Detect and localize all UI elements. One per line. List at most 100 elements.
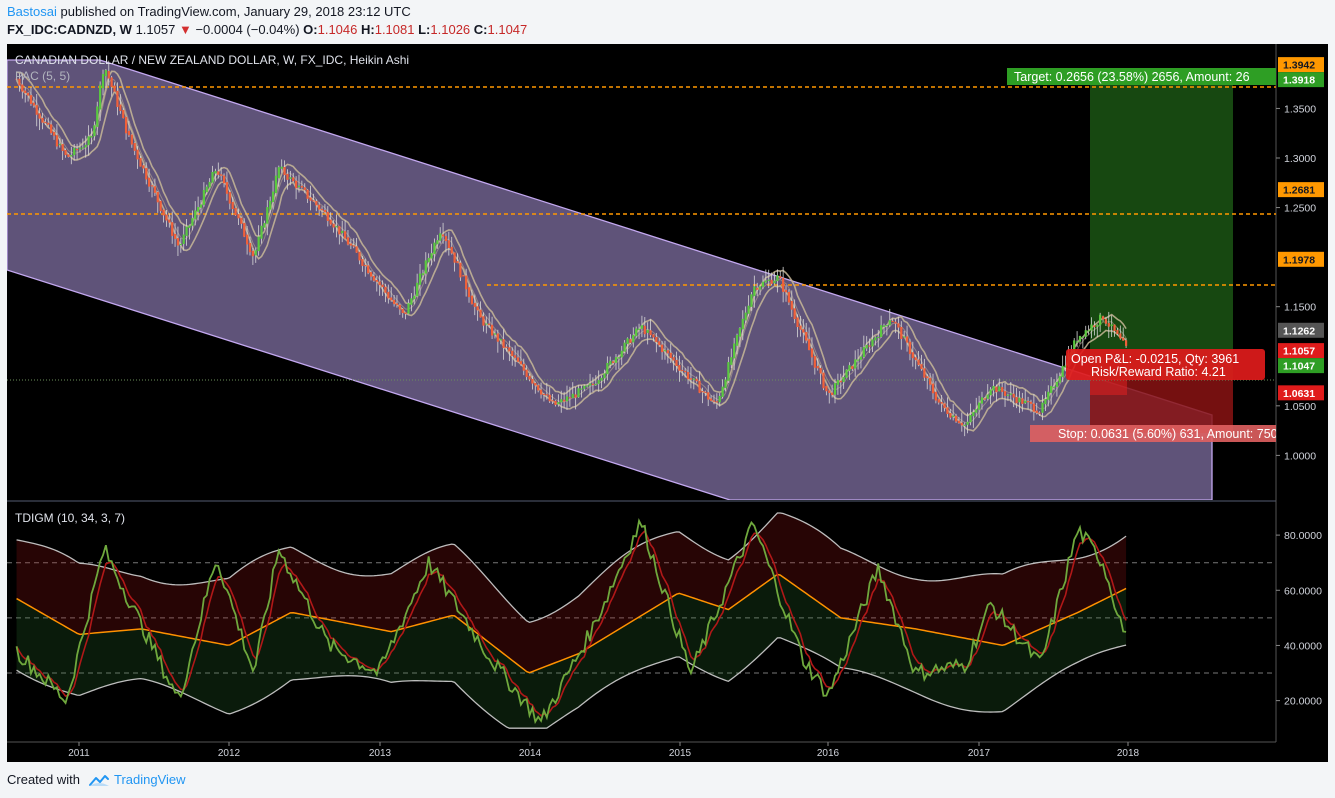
price-label-text: 1.1047 [1283,361,1315,373]
candle-down [372,275,376,281]
risk-reward-label: Risk/Reward Ratio: 4.21 [1091,365,1226,379]
candle-down [283,166,286,176]
candle-down [658,341,661,346]
candle-up [969,415,972,423]
candle-up [767,279,770,281]
x-tick-label: 2015 [669,748,692,759]
candle-down [940,402,943,404]
last-price: 1.1057 [135,22,176,37]
candle-down [176,238,180,246]
candle-up [260,225,263,239]
price-label-text: 1.1057 [1283,346,1315,358]
stop-label-box[interactable] [1030,425,1276,442]
candle-up [741,318,744,330]
candle-up [733,343,736,359]
candle-down [756,287,759,290]
candle-up [182,234,185,244]
candle-down [793,308,796,320]
candle-up [430,253,433,259]
pl-info-box[interactable] [1066,349,1265,380]
candle-down [1038,412,1041,414]
price-label-text: 1.2681 [1283,185,1315,197]
candle-up [885,325,888,327]
candle-down [502,339,505,349]
candle-down [946,407,949,415]
pac-indicator-title: PAC (5, 5) [15,69,70,83]
candle-up [975,409,978,413]
candle-up [617,357,620,359]
candle-up [274,175,278,194]
candle-up [583,385,586,389]
candle-up [1018,397,1021,403]
candle-down [784,289,788,293]
candle-down [467,287,471,298]
candle-up [1006,394,1010,396]
price-label-box [1278,385,1324,401]
candle-down [355,246,358,253]
candle-up [730,357,733,365]
candle-up [70,154,73,157]
candle-up [1044,399,1047,405]
author-link[interactable]: Bastosai [7,4,57,19]
open-pl-zone[interactable] [1090,379,1127,395]
candle-up [865,344,868,349]
tradingview-link[interactable]: TradingView [113,772,186,787]
candle-down [165,214,168,221]
candle-down [490,324,494,336]
candle-down [554,400,557,405]
candle-down [44,121,47,124]
candle-down [295,180,298,189]
candle-down [686,372,690,380]
candle-down [923,368,926,378]
y-tick-label: 1.0000 [1284,450,1316,462]
change: −0.0004 (−0.04%) [195,22,300,37]
candle-up [202,189,205,205]
candle-up [724,379,727,389]
candle-up [271,191,275,203]
tdi-pane-background[interactable] [7,502,1276,742]
candle-down [508,347,511,352]
candle-up [199,204,203,208]
x-tick-label: 2014 [519,748,542,759]
candle-down [130,134,133,145]
candle-down [684,370,687,373]
candle-up [848,365,851,371]
target-label-box[interactable] [1007,68,1276,85]
candle-up [952,415,955,418]
candle-down [819,367,822,374]
candle-up [211,171,214,183]
tradingview-logo-icon[interactable] [88,774,110,788]
candle-up [188,225,191,228]
candle-up [81,147,84,149]
candle-down [787,291,791,303]
tdi-upper-fill [16,513,1127,673]
candle-down [312,200,315,202]
tdi-upper-band [16,512,1127,624]
candle-down [957,420,961,424]
candle-down [779,276,782,279]
candle-down [851,366,854,369]
open-pl-label: Open P&L: -0.0215, Qty: 3961 [1071,352,1239,366]
candle-down [171,222,174,236]
pane-separator[interactable] [7,500,1276,502]
candle-down [401,308,404,314]
candles [15,60,1128,437]
candle-up [1090,324,1093,331]
candle-up [1084,330,1087,337]
candle-up [99,84,102,110]
candle-up [1078,335,1082,342]
candle-down [1001,387,1004,392]
price-label-box [1278,358,1324,374]
candle-down [470,295,473,305]
candle-down [55,135,59,147]
candle-down [1101,316,1105,320]
candle-up [1047,391,1050,400]
regression-channel[interactable] [7,59,1213,500]
candle-up [1052,386,1056,389]
candle-up [874,337,877,341]
candle-down [828,390,831,393]
candle-down [822,372,825,389]
candle-up [1050,385,1053,393]
candle-up [1041,402,1044,413]
